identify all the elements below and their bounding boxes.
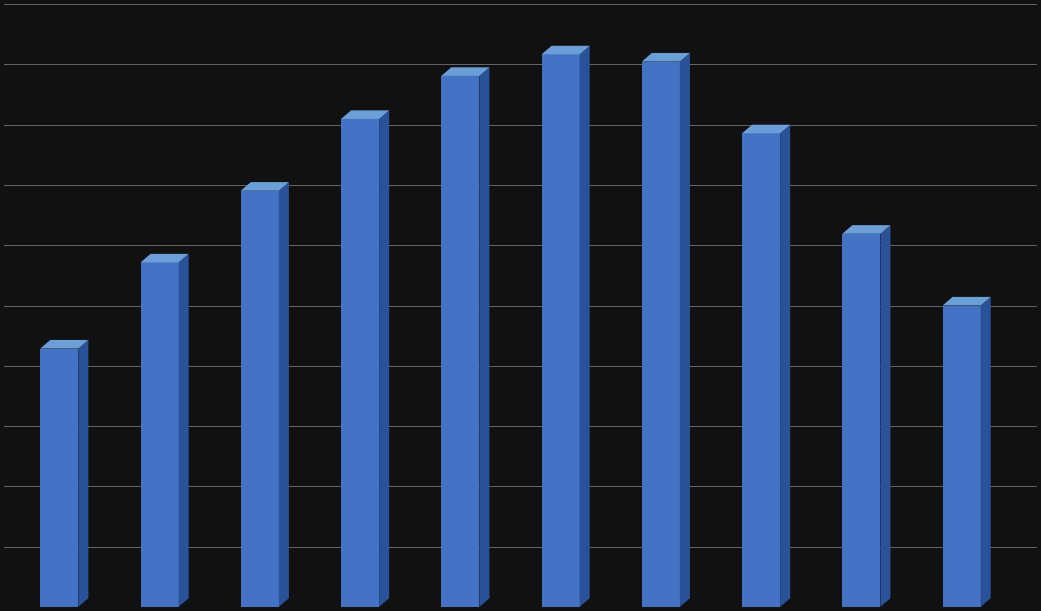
Polygon shape — [179, 254, 188, 607]
Polygon shape — [240, 191, 279, 607]
Polygon shape — [341, 111, 389, 119]
Polygon shape — [441, 76, 480, 607]
Polygon shape — [441, 67, 489, 76]
Polygon shape — [881, 225, 890, 607]
Polygon shape — [742, 133, 780, 607]
Polygon shape — [842, 234, 881, 607]
Polygon shape — [141, 254, 188, 263]
Polygon shape — [780, 125, 790, 607]
Polygon shape — [341, 119, 379, 607]
Polygon shape — [541, 54, 580, 607]
Polygon shape — [240, 182, 289, 191]
Polygon shape — [480, 67, 489, 607]
Polygon shape — [541, 46, 589, 54]
Polygon shape — [41, 348, 78, 607]
Polygon shape — [742, 125, 790, 133]
Polygon shape — [981, 297, 991, 607]
Polygon shape — [379, 111, 389, 607]
Polygon shape — [642, 62, 680, 607]
Polygon shape — [141, 263, 179, 607]
Polygon shape — [279, 182, 289, 607]
Polygon shape — [580, 46, 589, 607]
Polygon shape — [942, 297, 991, 306]
Polygon shape — [41, 340, 88, 348]
Polygon shape — [680, 53, 690, 607]
Polygon shape — [78, 340, 88, 607]
Polygon shape — [942, 306, 981, 607]
Polygon shape — [842, 225, 890, 234]
Polygon shape — [642, 53, 690, 62]
